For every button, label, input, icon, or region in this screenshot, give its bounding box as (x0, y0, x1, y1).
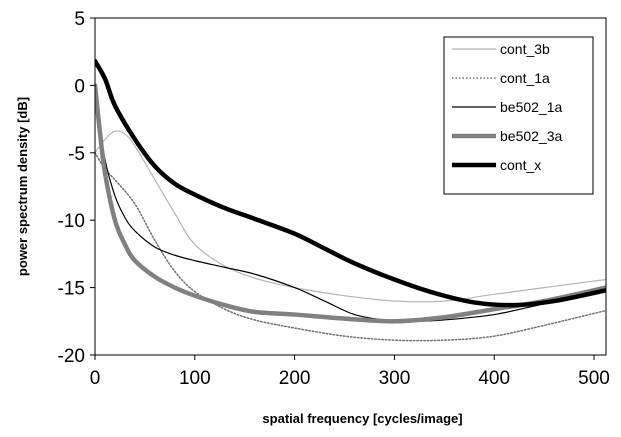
x-axis-title: spatial frequency [cycles/image] (262, 411, 462, 426)
y-tick-label: 5 (74, 9, 85, 30)
legend-label: be502_1a (500, 99, 563, 115)
series-line-cont_x (95, 58, 606, 308)
plot-area (94, 17, 607, 356)
legend-label: cont_x (500, 157, 541, 173)
legend-box (443, 36, 594, 195)
x-tick-label: 300 (379, 368, 411, 389)
y-tick-label: -10 (58, 211, 85, 232)
y-tick-label: 0 (74, 76, 85, 97)
series-layer (95, 58, 606, 342)
x-tick-label: 500 (578, 368, 610, 389)
legend-label: be502_3a (500, 128, 563, 144)
y-axis-ticks: 5 0 -5 -10 -15 -20 (58, 9, 95, 367)
x-tick-label: 100 (179, 368, 211, 389)
y-tick-label: -5 (68, 144, 85, 165)
y-tick-label: -15 (58, 279, 85, 300)
x-tick-label: 400 (478, 368, 510, 389)
legend: cont_3b cont_1a be502_1a be502_3a cont_x (443, 36, 594, 195)
x-axis-ticks: 0 100 200 300 400 500 (90, 355, 610, 389)
x-tick-label: 0 (90, 368, 101, 389)
x-tick-label: 200 (279, 368, 311, 389)
y-axis-title: power spectrum density [dB] (15, 97, 30, 276)
series-line-be502_1a (95, 90, 606, 322)
legend-label: cont_3b (500, 41, 550, 57)
y-tick-label: -20 (58, 346, 85, 367)
legend-label: cont_1a (500, 70, 550, 86)
series-line-be502_3a (95, 83, 606, 324)
series-line-cont_1a (95, 152, 606, 342)
